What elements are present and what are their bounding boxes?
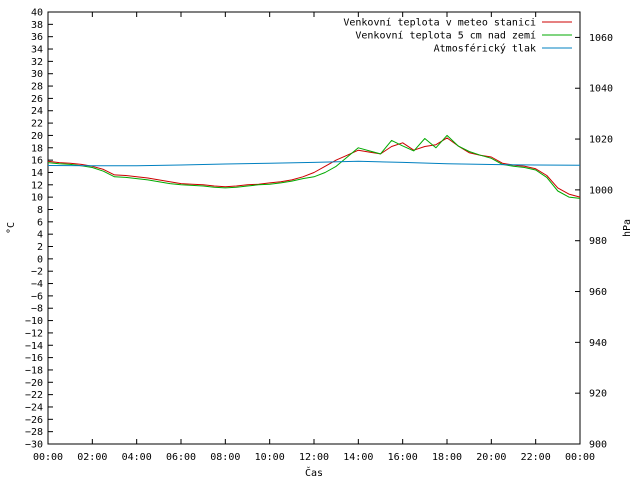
legend: Venkovní teplota v meteo staniciVenkovní… <box>343 17 572 55</box>
y-tick-label: 38 <box>31 20 43 31</box>
y-tick-label: 30 <box>31 69 43 80</box>
y-tick-label: 16 <box>31 156 43 167</box>
y-tick-label: −26 <box>25 415 43 426</box>
x-tick-label: 08:00 <box>210 452 240 463</box>
y-tick-label: 14 <box>31 168 43 179</box>
y-tick-label: −2 <box>31 267 43 278</box>
y2-tick-label: 1020 <box>589 135 613 146</box>
y2-tick-label: 920 <box>589 389 607 400</box>
y-axis-label: °C <box>6 222 17 234</box>
y-tick-label: 22 <box>31 119 43 130</box>
y-tick-label: 18 <box>31 143 43 154</box>
y2-ticks: 900 920 940 960 980 1000 1020 1040 1060 <box>575 33 613 451</box>
y-tick-label: 36 <box>31 32 43 43</box>
x-tick-label: 10:00 <box>255 452 285 463</box>
y2-tick-label: 960 <box>589 287 607 298</box>
y-tick-label: 20 <box>31 131 43 142</box>
y-tick-label: −10 <box>25 316 43 327</box>
series-line-2 <box>47 134 581 199</box>
y2-tick-label: 900 <box>589 440 607 451</box>
y-tick-label: 24 <box>31 106 43 117</box>
y2-tick-label: 1000 <box>589 185 613 196</box>
series-lines <box>47 134 581 199</box>
y-tick-label: −20 <box>25 378 43 389</box>
x-tick-label: 12:00 <box>299 452 329 463</box>
series-line-3 <box>47 160 581 167</box>
y-tick-label: 8 <box>37 205 43 216</box>
y-tick-label: 0 <box>37 254 43 265</box>
x-tick-label: 00:00 <box>565 452 595 463</box>
y-tick-label: 6 <box>37 217 43 228</box>
x-ticks: 00:00 02:00 04:00 06:00 08:00 10:00 12:00 14:00… <box>33 12 595 463</box>
x-tick-label: 22:00 <box>521 452 551 463</box>
x-tick-label: 04:00 <box>122 452 152 463</box>
x-tick-label: 02:00 <box>77 452 107 463</box>
x-axis-label: Čas <box>305 466 323 479</box>
y-tick-label: −22 <box>25 390 43 401</box>
y-tick-label: −8 <box>31 304 43 315</box>
y-tick-label: −24 <box>25 402 43 413</box>
y-tick-label: −16 <box>25 353 43 364</box>
x-tick-label: 18:00 <box>432 452 462 463</box>
y-tick-label: 12 <box>31 180 43 191</box>
y-tick-label: 10 <box>31 193 43 204</box>
y2-axis-label: hPa <box>622 219 633 237</box>
y-ticks: −30−28−26−24−22−20−18−16−14−12−10−8−6−4−… <box>25 8 53 451</box>
series-line-1 <box>47 137 581 198</box>
y-tick-label: −12 <box>25 328 43 339</box>
y-tick-label: −6 <box>31 291 43 302</box>
y2-tick-label: 940 <box>589 338 607 349</box>
y-tick-label: −14 <box>25 341 43 352</box>
y-tick-label: 40 <box>31 8 43 19</box>
y-tick-label: −30 <box>25 440 43 451</box>
y-tick-label: −28 <box>25 427 43 438</box>
x-tick-label: 14:00 <box>343 452 373 463</box>
legend-label-3: Atmosférický tlak <box>434 43 536 55</box>
y-tick-label: 2 <box>37 242 43 253</box>
y-tick-label: −18 <box>25 365 43 376</box>
plot-frame <box>47 11 581 445</box>
y-tick-label: 32 <box>31 57 43 68</box>
legend-label-2: Venkovní teplota 5 cm nad zemí <box>355 30 536 42</box>
y2-tick-label: 1060 <box>589 33 613 44</box>
y-tick-label: 26 <box>31 94 43 105</box>
x-tick-label: 00:00 <box>33 452 63 463</box>
legend-label-1: Venkovní teplota v meteo stanici <box>343 17 536 29</box>
x-tick-label: 20:00 <box>476 452 506 463</box>
y2-tick-label: 1040 <box>589 84 613 95</box>
y-tick-label: 28 <box>31 82 43 93</box>
y2-tick-label: 980 <box>589 236 607 247</box>
x-tick-label: 16:00 <box>388 452 418 463</box>
y-tick-label: −4 <box>31 279 43 290</box>
x-tick-label: 06:00 <box>166 452 196 463</box>
y-tick-label: 4 <box>37 230 43 241</box>
y-tick-label: 34 <box>31 45 43 56</box>
